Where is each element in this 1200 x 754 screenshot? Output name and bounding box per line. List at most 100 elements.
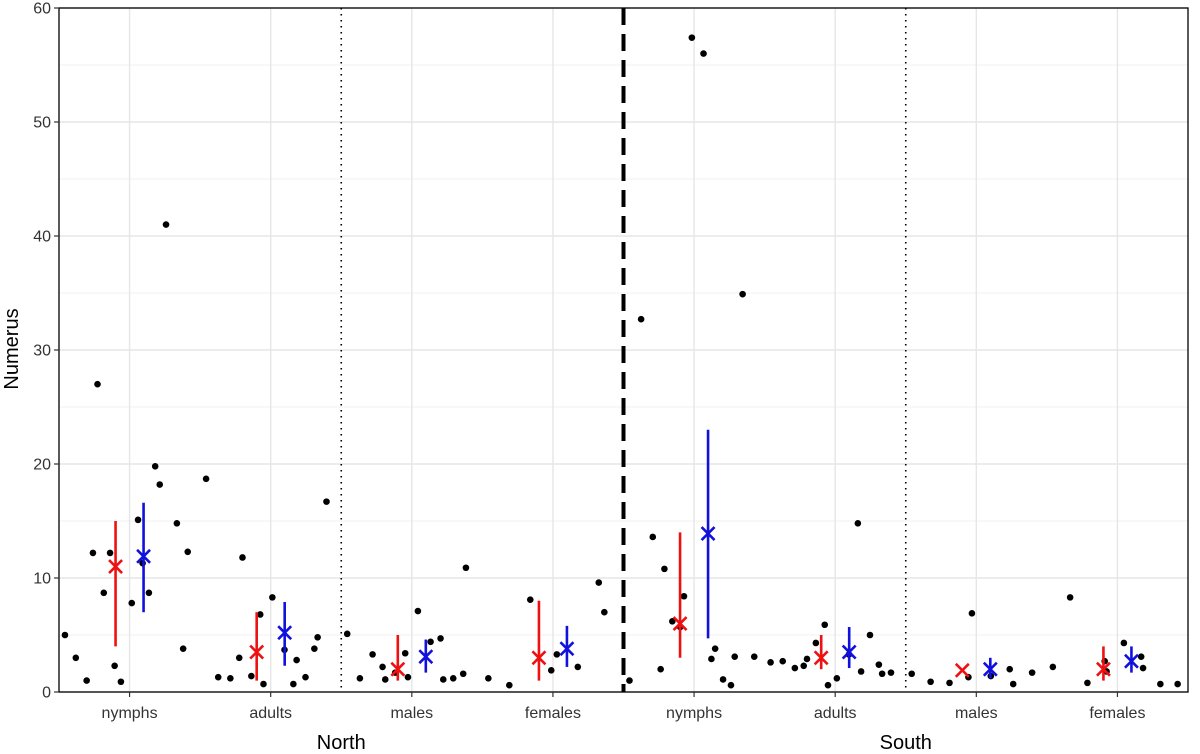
data-point	[1009, 680, 1017, 688]
data-point	[94, 380, 101, 388]
summary-a-mean-mark	[390, 661, 406, 677]
data-point	[731, 653, 739, 660]
data-point	[401, 649, 409, 657]
data-point	[134, 516, 142, 524]
y-tick-label: 20	[33, 457, 51, 474]
data-point	[1157, 680, 1164, 688]
x-tick-label: nymphs	[666, 705, 722, 722]
data-point	[927, 678, 934, 686]
data-point	[821, 621, 829, 629]
data-point	[106, 549, 114, 557]
data-point	[437, 635, 444, 642]
data-point	[89, 549, 97, 557]
summary-a-mean-mark	[954, 662, 970, 678]
data-point	[946, 679, 953, 687]
data-point	[369, 651, 376, 658]
data-point	[314, 633, 321, 641]
data-point	[311, 645, 318, 652]
data-point	[117, 678, 125, 686]
summary-b-mean-mark	[841, 644, 857, 660]
data-point	[649, 533, 657, 541]
data-point	[661, 565, 668, 573]
data-point	[239, 554, 246, 561]
data-point	[111, 662, 118, 670]
data-point	[866, 631, 874, 639]
data-point	[381, 676, 389, 683]
y-axis: 0 10 20 30 40 50 60	[33, 1, 59, 702]
summary-b-mean-mark	[559, 641, 575, 657]
data-point	[459, 670, 467, 678]
data-point	[290, 680, 297, 688]
data-point	[574, 663, 582, 671]
data-point	[700, 50, 707, 57]
data-point	[1174, 680, 1181, 688]
data-point	[791, 664, 799, 672]
data-point	[878, 670, 886, 678]
data-points	[61, 34, 1181, 689]
data-point	[601, 608, 608, 616]
data-point	[1049, 663, 1057, 671]
data-point	[173, 519, 181, 527]
data-point	[128, 599, 136, 607]
x-tick-label: males	[955, 705, 998, 722]
data-point	[227, 675, 234, 682]
data-point	[439, 676, 447, 683]
data-point	[323, 498, 330, 505]
data-point	[669, 618, 676, 625]
data-point	[547, 667, 555, 674]
data-point	[711, 645, 719, 652]
data-point	[256, 611, 264, 618]
data-point	[235, 654, 243, 662]
summary-b-mean-mark	[1124, 653, 1139, 669]
summary-b-mean-mark	[982, 661, 998, 677]
data-point	[739, 290, 746, 298]
data-point	[708, 655, 715, 663]
data-point	[414, 607, 422, 615]
group-label: North	[317, 732, 366, 754]
data-point	[343, 630, 351, 638]
summary-a-mean-mark	[249, 644, 265, 660]
data-point	[526, 596, 534, 603]
data-point	[83, 677, 90, 684]
data-point	[162, 221, 170, 228]
data-point	[179, 645, 187, 652]
y-tick-label: 30	[33, 343, 51, 360]
data-point	[595, 579, 603, 586]
summary-b-mean-mark	[418, 649, 434, 665]
data-point	[100, 589, 108, 597]
y-tick-label: 50	[33, 115, 51, 132]
data-point	[202, 475, 210, 483]
x-tick-label: nymphs	[102, 705, 158, 722]
data-point	[449, 675, 457, 682]
data-point	[379, 663, 386, 671]
data-point	[1084, 679, 1091, 687]
data-point	[812, 639, 820, 647]
data-point	[887, 669, 895, 676]
data-point	[800, 662, 808, 670]
x-tick-label: adults	[814, 705, 857, 722]
data-point	[750, 653, 758, 660]
summary-a-mean-mark	[1096, 661, 1111, 677]
summary-b-mean-mark	[136, 548, 151, 564]
data-point	[269, 594, 276, 601]
data-point	[688, 34, 696, 41]
group-label: South	[880, 732, 932, 754]
summary-marks	[108, 429, 1139, 681]
data-point	[626, 677, 633, 684]
data-point	[767, 659, 774, 666]
data-point	[427, 638, 434, 646]
data-point	[1006, 665, 1014, 673]
data-point	[833, 675, 841, 682]
data-point	[1139, 664, 1147, 672]
y-tick-label: 0	[42, 685, 51, 702]
data-point	[553, 651, 561, 658]
data-point	[908, 670, 916, 678]
summary-a-mean-mark	[672, 616, 688, 632]
data-point	[779, 657, 787, 665]
data-point	[72, 654, 80, 662]
data-point	[404, 673, 412, 681]
data-point	[824, 681, 832, 689]
data-point	[151, 462, 159, 470]
data-point	[968, 610, 976, 617]
